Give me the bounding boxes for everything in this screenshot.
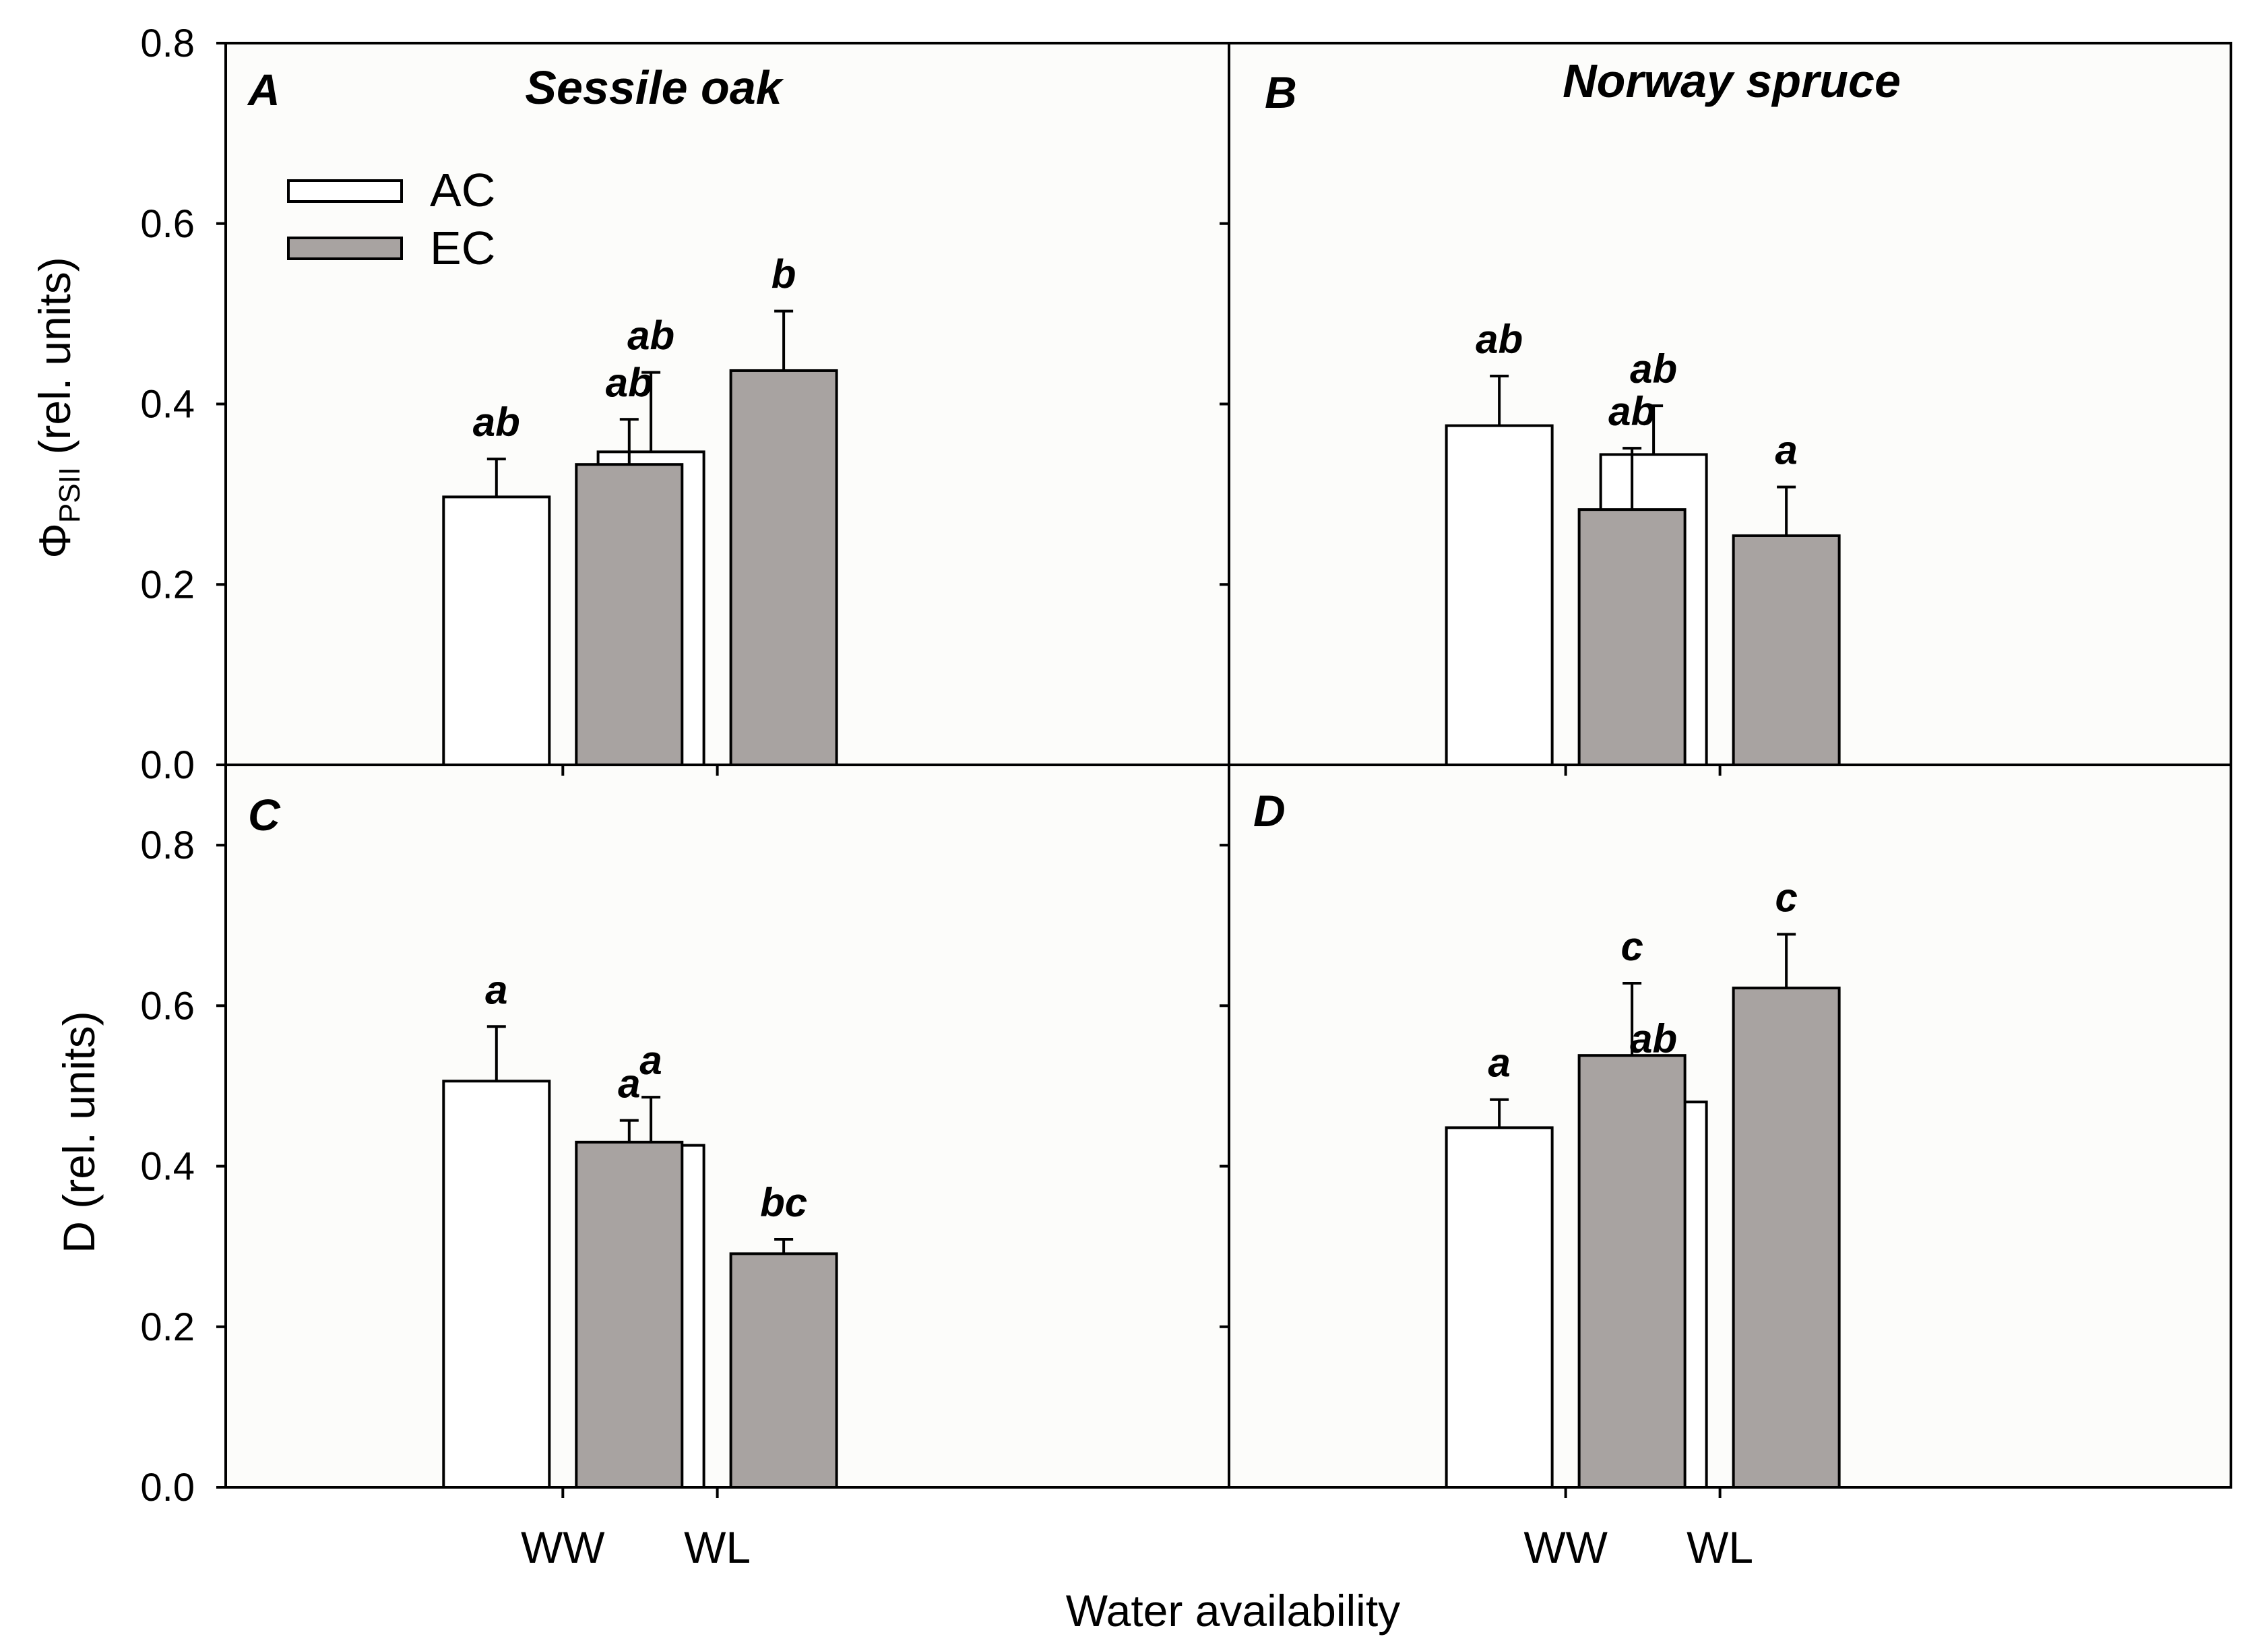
sig-letter-a-ac-1: ab [627,313,674,359]
x-tick-label-c-0: WW [521,1522,605,1572]
legend-label-ec: EC [430,222,495,274]
panel-b-title: Norway spruce [1563,55,1901,107]
sig-letter-c-ec-0: a [618,1061,640,1107]
sig-letter-a-ac-0: ab [473,400,520,445]
chart-marks: 0.00.20.40.60.8abababbabababa0.00.20.40.… [140,22,1841,1572]
bar-a-ec-1 [729,369,838,766]
bar-a-ac-0 [442,495,551,766]
sig-letter-a-ec-1: b [771,252,796,297]
y-tick-label-c-1: 0.2 [140,1305,195,1349]
bar-b-ec-0 [1577,508,1687,766]
y-axis-title-top-main: Φ [30,523,80,559]
y-tick-label-a-3: 0.6 [140,202,195,246]
x-tick-label-d-0: WW [1523,1522,1608,1572]
y-tick-label-a-4: 0.8 [140,22,195,65]
sig-letter-d-ec-1: c [1775,875,1797,920]
y-tick-label-c-3: 0.6 [140,984,195,1028]
panel-b-letter: B [1265,67,1297,117]
bar-d-ec-0 [1577,1054,1687,1489]
y-axis-title-top: ΦPSII (rel. units) [30,257,86,559]
sig-letter-c-ac-0: a [485,967,507,1012]
sig-letter-c-ac-1: a [639,1038,662,1083]
bar-c-ec-1 [729,1252,838,1489]
legend-label-ac: AC [430,164,495,216]
y-tick-label-c-0: 0.0 [140,1466,195,1510]
y-tick-label-a-0: 0.0 [140,743,195,787]
sig-letter-d-ec-0: c [1620,924,1643,969]
bar-c-ac-0 [442,1080,551,1489]
legend-swatch-ec [287,237,403,260]
x-axis-title: Water availability [1066,1586,1400,1636]
y-tick-label-a-1: 0.2 [140,563,195,607]
sig-letter-b-ac-0: ab [1476,317,1523,362]
sig-letter-b-ac-1: ab [1630,346,1677,392]
sig-letter-d-ac-1: ab [1630,1016,1677,1061]
y-tick-label-c-4: 0.8 [140,824,195,867]
sig-letter-d-ac-0: a [1488,1040,1510,1086]
y-axis-title-top-sub: PSII [53,467,86,523]
sig-letter-b-ec-0: ab [1608,389,1656,434]
y-tick-label-c-2: 0.4 [140,1145,195,1189]
bar-d-ac-0 [1445,1126,1554,1489]
x-tick-label-d-1: WL [1687,1522,1753,1572]
y-tick-label-a-2: 0.4 [140,383,195,427]
bar-b-ec-1 [1732,534,1841,767]
x-tick-label-c-1: WL [684,1522,751,1572]
panel-a-letter: A [247,65,280,115]
bar-a-ec-0 [575,463,684,766]
bar-d-ec-1 [1732,987,1841,1489]
bar-c-ec-0 [575,1140,684,1489]
legend: AC EC [287,164,495,274]
sig-letter-b-ec-1: a [1775,428,1797,473]
panel-c-letter: C [248,790,281,840]
sig-letter-c-ec-1: bc [760,1180,807,1225]
bar-b-ac-0 [1445,424,1554,766]
sig-letter-a-ec-0: ab [606,360,653,405]
y-axis-title-bottom: D (rel. units) [54,1011,104,1253]
panel-d-letter: D [1253,786,1286,836]
y-axis-title-top-rest: (rel. units) [30,257,80,467]
legend-swatch-ac [287,179,403,203]
panel-a-title: Sessile oak [525,61,784,114]
